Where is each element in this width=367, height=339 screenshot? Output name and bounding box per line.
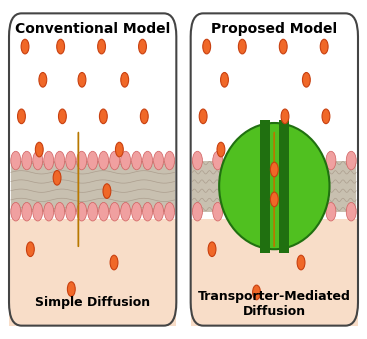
Circle shape [44,202,54,221]
Circle shape [121,151,131,170]
Circle shape [213,202,223,221]
Circle shape [57,39,65,54]
Circle shape [77,202,87,221]
Bar [279,120,288,253]
Circle shape [33,202,43,221]
Circle shape [18,109,25,124]
Circle shape [281,109,289,124]
Circle shape [154,151,164,170]
Circle shape [164,151,175,170]
Circle shape [77,151,87,170]
Circle shape [110,151,120,170]
Circle shape [143,202,153,221]
Circle shape [132,151,142,170]
Circle shape [66,151,76,170]
Circle shape [99,109,107,124]
Circle shape [270,162,278,177]
Circle shape [39,73,47,87]
Circle shape [192,202,203,221]
Circle shape [55,151,65,170]
Circle shape [11,202,21,221]
Circle shape [320,39,328,54]
Circle shape [326,151,336,170]
Circle shape [88,202,98,221]
Circle shape [68,282,75,296]
Circle shape [55,202,65,221]
Circle shape [103,184,111,198]
FancyBboxPatch shape [9,219,176,326]
Circle shape [98,39,105,54]
Circle shape [270,192,278,207]
Circle shape [252,285,261,300]
Circle shape [121,73,128,87]
Circle shape [326,202,336,221]
Circle shape [217,142,225,157]
Bar [326,161,356,212]
Circle shape [22,202,32,221]
Circle shape [99,202,109,221]
Circle shape [110,255,118,270]
FancyBboxPatch shape [9,13,176,219]
Circle shape [239,39,246,54]
Ellipse shape [219,123,330,249]
Bar [11,161,175,212]
Text: Proposed Model: Proposed Model [211,22,337,36]
Circle shape [213,151,223,170]
Circle shape [203,39,211,54]
Circle shape [199,109,207,124]
Circle shape [78,73,86,87]
Circle shape [116,142,123,157]
Text: Simple Diffusion: Simple Diffusion [35,296,150,309]
Circle shape [346,151,356,170]
Circle shape [26,242,34,257]
Circle shape [140,109,148,124]
Bar [192,161,223,212]
Circle shape [121,202,131,221]
Circle shape [88,151,98,170]
Circle shape [208,242,216,257]
Circle shape [302,73,310,87]
Circle shape [279,39,287,54]
Circle shape [21,39,29,54]
Circle shape [164,202,175,221]
Circle shape [192,151,203,170]
Circle shape [110,202,120,221]
Text: Transporter-Mediated
Diffusion: Transporter-Mediated Diffusion [198,290,351,318]
FancyBboxPatch shape [191,219,358,326]
Circle shape [58,109,66,124]
Circle shape [35,142,43,157]
Circle shape [11,151,21,170]
Circle shape [322,109,330,124]
Circle shape [99,151,109,170]
FancyBboxPatch shape [191,13,358,219]
Circle shape [33,151,43,170]
Circle shape [143,151,153,170]
Text: Conventional Model: Conventional Model [15,22,170,36]
Circle shape [44,151,54,170]
Circle shape [346,202,356,221]
Circle shape [139,39,146,54]
Circle shape [221,73,228,87]
Circle shape [297,255,305,270]
Circle shape [66,202,76,221]
Circle shape [154,202,164,221]
Circle shape [132,202,142,221]
Circle shape [22,151,32,170]
Bar [260,120,270,253]
Circle shape [53,171,61,185]
